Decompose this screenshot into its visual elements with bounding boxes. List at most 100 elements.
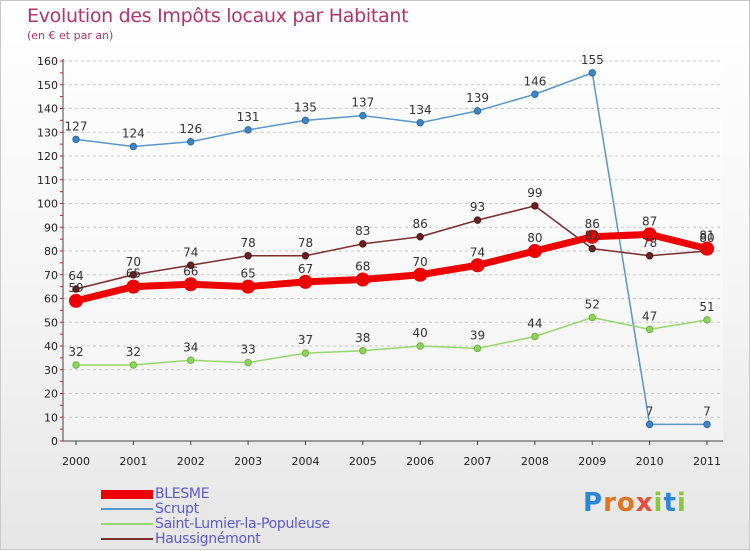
- logo-letter: t: [663, 488, 677, 518]
- data-point-scrupt: [301, 116, 310, 125]
- x-tick-label: 2005: [349, 455, 377, 468]
- data-point-saint-lumier-la-populeuse: [301, 349, 310, 357]
- data-label-scrupt: 155: [581, 53, 604, 67]
- chart-title: Evolution des Impôts locaux par Habitant: [27, 5, 409, 27]
- data-label-blesme: 66: [183, 264, 198, 278]
- data-point-blesme: [126, 279, 141, 294]
- data-point-saint-lumier-la-populeuse: [416, 342, 424, 350]
- data-point-blesme: [527, 244, 542, 258]
- data-point-scrupt: [187, 138, 195, 146]
- data-point-haussign-mont: [645, 252, 654, 260]
- data-point-blesme: [413, 267, 428, 282]
- legend-swatch-haussignemont: [101, 538, 153, 540]
- x-tick-label: 2002: [177, 455, 205, 468]
- data-label-haussign-mont: 64: [68, 269, 83, 283]
- data-label-blesme: 74: [470, 245, 485, 259]
- logo-letter: o: [616, 488, 636, 518]
- data-label-haussign-mont: 81: [585, 229, 600, 243]
- x-tick-label: 2011: [693, 455, 721, 468]
- data-point-scrupt: [416, 119, 424, 127]
- data-point-blesme: [298, 274, 313, 289]
- legend-label-haussignemont: Haussignémont: [155, 531, 261, 547]
- y-tick-label: 20: [44, 388, 58, 401]
- data-label-blesme: 65: [126, 267, 141, 281]
- data-label-saint-lumier-la-populeuse: 39: [470, 328, 485, 342]
- y-tick-label: 60: [44, 293, 58, 306]
- data-label-saint-lumier-la-populeuse: 33: [240, 343, 255, 357]
- data-point-haussign-mont: [244, 252, 252, 260]
- data-label-haussign-mont: 70: [126, 255, 141, 269]
- legend-swatch-scrupt: [101, 508, 153, 510]
- data-point-haussign-mont: [416, 233, 424, 241]
- y-tick-label: 30: [44, 364, 58, 377]
- data-point-saint-lumier-la-populeuse: [645, 325, 654, 334]
- data-point-blesme: [183, 277, 198, 292]
- logo-letter: i: [676, 488, 687, 518]
- legend-swatch-saint-lumier: [101, 523, 153, 525]
- data-label-scrupt: 124: [122, 127, 145, 141]
- y-tick-label: 130: [37, 126, 58, 139]
- data-point-scrupt: [72, 135, 80, 144]
- data-label-haussign-mont: 99: [527, 186, 542, 200]
- y-tick-label: 0: [51, 435, 58, 448]
- data-label-blesme: 80: [527, 231, 542, 245]
- legend-swatch-blesme: [101, 490, 153, 499]
- series-line-haussign-mont: [75, 205, 708, 290]
- y-tick-label: 110: [37, 174, 58, 187]
- y-tick-label: 10: [44, 411, 58, 424]
- data-point-scrupt: [129, 142, 138, 151]
- data-label-haussign-mont: 80: [699, 231, 714, 245]
- data-label-blesme: 68: [355, 260, 370, 274]
- data-label-scrupt: 135: [294, 100, 317, 114]
- data-label-blesme: 81: [699, 229, 714, 243]
- data-point-scrupt: [645, 420, 654, 429]
- series-line-saint-lumier-la-populeuse: [75, 316, 708, 366]
- logo-letter: x: [635, 488, 654, 518]
- y-tick-label: 50: [44, 316, 58, 329]
- data-label-scrupt: 146: [523, 74, 546, 88]
- data-label-haussign-mont: 93: [470, 200, 485, 214]
- data-point-blesme: [470, 258, 485, 273]
- data-label-blesme: 86: [585, 217, 600, 231]
- data-label-haussign-mont: 83: [355, 224, 370, 238]
- data-label-haussign-mont: 78: [298, 236, 313, 250]
- x-tick-label: 2010: [636, 455, 664, 468]
- y-tick-label: 100: [37, 198, 58, 211]
- data-label-scrupt: 127: [65, 119, 88, 133]
- data-point-haussign-mont: [473, 216, 482, 224]
- data-label-haussign-mont: 78: [642, 236, 657, 250]
- data-label-scrupt: 7: [646, 404, 654, 418]
- x-tick-label: 2004: [291, 455, 319, 468]
- data-point-haussign-mont: [72, 285, 80, 293]
- data-label-blesme: 70: [413, 255, 428, 269]
- data-point-scrupt: [359, 111, 367, 120]
- y-tick-label: 80: [44, 245, 58, 258]
- data-label-saint-lumier-la-populeuse: 44: [527, 317, 542, 331]
- data-point-haussign-mont: [187, 261, 195, 269]
- y-tick-label: 160: [37, 55, 58, 68]
- data-point-scrupt: [588, 69, 596, 77]
- data-point-saint-lumier-la-populeuse: [588, 313, 596, 322]
- data-point-saint-lumier-la-populeuse: [129, 361, 138, 369]
- y-tick-label: 90: [44, 221, 58, 234]
- data-label-saint-lumier-la-populeuse: 47: [642, 309, 657, 323]
- data-point-haussign-mont: [129, 271, 138, 279]
- data-point-haussign-mont: [588, 244, 596, 253]
- data-label-scrupt: 131: [237, 110, 260, 124]
- proxiti-logo: Proxiti: [583, 488, 687, 518]
- data-point-saint-lumier-la-populeuse: [473, 344, 482, 353]
- x-tick-label: 2009: [578, 455, 606, 468]
- data-point-saint-lumier-la-populeuse: [72, 361, 80, 369]
- data-point-saint-lumier-la-populeuse: [187, 356, 195, 364]
- data-point-blesme: [355, 272, 370, 287]
- x-tick-label: 2007: [464, 455, 492, 468]
- data-point-haussign-mont: [531, 202, 539, 210]
- data-label-scrupt: 126: [179, 122, 202, 136]
- data-label-blesme: 67: [298, 262, 313, 276]
- data-label-scrupt: 139: [466, 91, 489, 105]
- y-tick-label: 70: [44, 269, 58, 282]
- data-point-blesme: [642, 227, 657, 242]
- data-label-haussign-mont: 74: [183, 245, 198, 259]
